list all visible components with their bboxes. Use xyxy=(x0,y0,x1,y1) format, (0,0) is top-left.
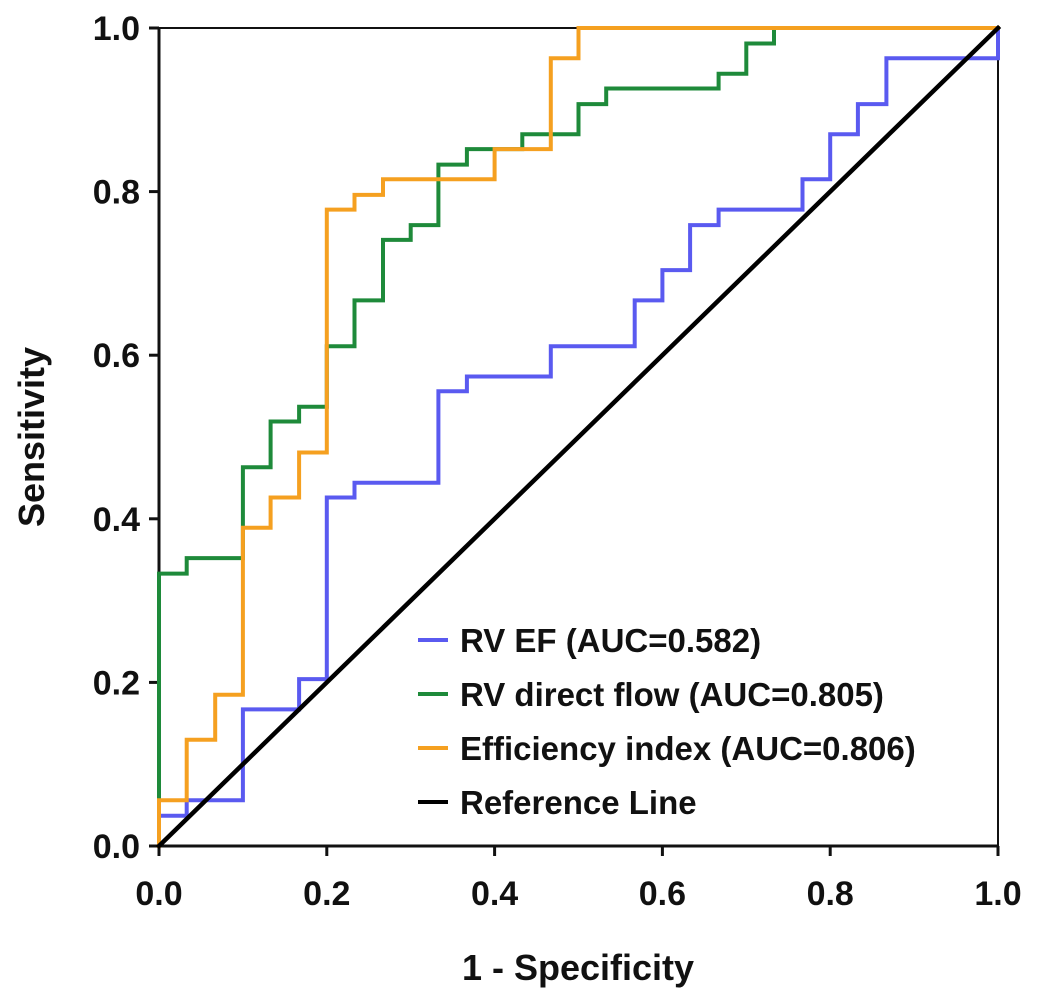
efficiency-index-series-line xyxy=(157,26,1000,848)
legend-label: RV direct flow (AUC=0.805) xyxy=(460,676,884,713)
y-axis-title: Sensitivity xyxy=(11,347,52,527)
legend-label: Efficiency index (AUC=0.806) xyxy=(460,730,916,767)
legend-label: Reference Line xyxy=(460,784,697,821)
y-tick-label: 0.6 xyxy=(93,337,140,375)
y-tick-label: 1.0 xyxy=(93,10,140,48)
ticks-layer: 0.0 0.2 0.4 0.6 0.8 1.0 0.0 0.2 0.4 0.6 0.8 1.0 xyxy=(93,10,1022,913)
x-tick-label: 1.0 xyxy=(974,875,1021,913)
rv-ef-series-line xyxy=(157,26,1000,848)
legend-item-reference-line: Reference Line xyxy=(418,784,697,821)
x-tick-label: 0.4 xyxy=(471,875,518,913)
legend: RV EF (AUC=0.582) RV direct flow (AUC=0.8… xyxy=(418,622,916,821)
y-tick-label: 0.2 xyxy=(93,664,140,702)
legend-item-rv-ef: RV EF (AUC=0.582) xyxy=(418,622,761,659)
y-tick-label: 0.4 xyxy=(93,501,140,539)
x-tick-label: 0.2 xyxy=(303,875,350,913)
x-tick-label: 0.0 xyxy=(135,875,182,913)
rv-direct-flow-series-line xyxy=(157,26,1000,848)
y-tick-label: 0.8 xyxy=(93,174,140,212)
x-tick-label: 0.8 xyxy=(807,875,854,913)
legend-item-efficiency-index: Efficiency index (AUC=0.806) xyxy=(418,730,916,767)
y-tick-label: 0.0 xyxy=(93,828,140,866)
legend-label: RV EF (AUC=0.582) xyxy=(460,622,761,659)
x-tick-label: 0.6 xyxy=(639,875,686,913)
legend-item-rv-direct-flow: RV direct flow (AUC=0.805) xyxy=(418,676,884,713)
series-layer xyxy=(155,24,1002,850)
reference-line xyxy=(155,24,1002,850)
x-axis-title: 1 - Specificity xyxy=(462,947,694,988)
